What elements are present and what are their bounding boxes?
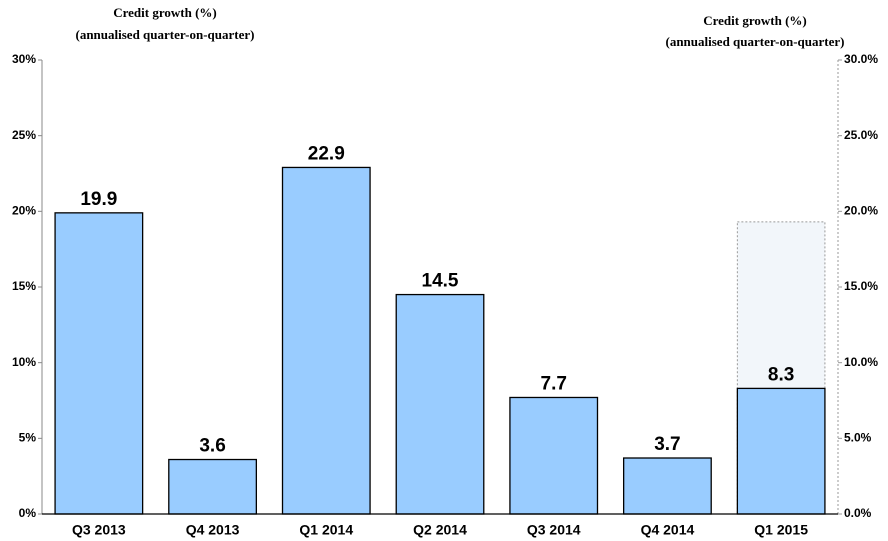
y2-title: (annualised quarter-on-quarter) [666, 34, 845, 49]
data-label: 14.5 [422, 271, 459, 292]
x-tick-label: Q4 2013 [186, 522, 240, 538]
y2-tick-label: 0.0% [844, 506, 872, 520]
data-label: 19.9 [80, 189, 117, 210]
data-label: 7.7 [541, 373, 567, 394]
y-tick-label: 25% [12, 128, 36, 142]
y2-tick-label: 20.0% [844, 204, 878, 218]
y-tick-label: 30% [12, 52, 36, 66]
y-title: Credit growth (%) [113, 5, 217, 20]
bar [509, 396, 599, 515]
x-tick-label: Q1 2014 [299, 522, 353, 538]
bar [281, 166, 371, 515]
x-tick-label: Q1 2015 [754, 522, 808, 538]
y2-title: Credit growth (%) [703, 13, 807, 28]
y2-tick-label: 5.0% [844, 431, 872, 445]
y-tick-label: 10% [12, 355, 36, 369]
y-tick-label: 20% [12, 204, 36, 218]
data-label: 3.6 [199, 436, 225, 457]
y-title: (annualised quarter-on-quarter) [76, 27, 255, 42]
bar [395, 293, 485, 515]
y2-tick-label: 30.0% [844, 52, 878, 66]
data-label: 3.7 [654, 434, 680, 455]
y2-tick-label: 15.0% [844, 279, 878, 293]
x-tick-label: Q3 2014 [527, 522, 581, 538]
y2-tick-label: 25.0% [844, 128, 878, 142]
x-tick-label: Q4 2014 [641, 522, 695, 538]
data-label: 8.3 [768, 364, 794, 385]
x-tick-label: Q3 2013 [72, 522, 126, 538]
y2-tick-label: 10.0% [844, 355, 878, 369]
x-tick-label: Q2 2014 [413, 522, 467, 538]
bar [168, 458, 258, 515]
y-tick-label: 0% [19, 506, 37, 520]
data-label: 22.9 [308, 143, 345, 164]
y-tick-label: 5% [19, 431, 37, 445]
bar [54, 212, 144, 515]
y-tick-label: 15% [12, 279, 36, 293]
bar [622, 457, 712, 515]
bar [736, 387, 826, 515]
